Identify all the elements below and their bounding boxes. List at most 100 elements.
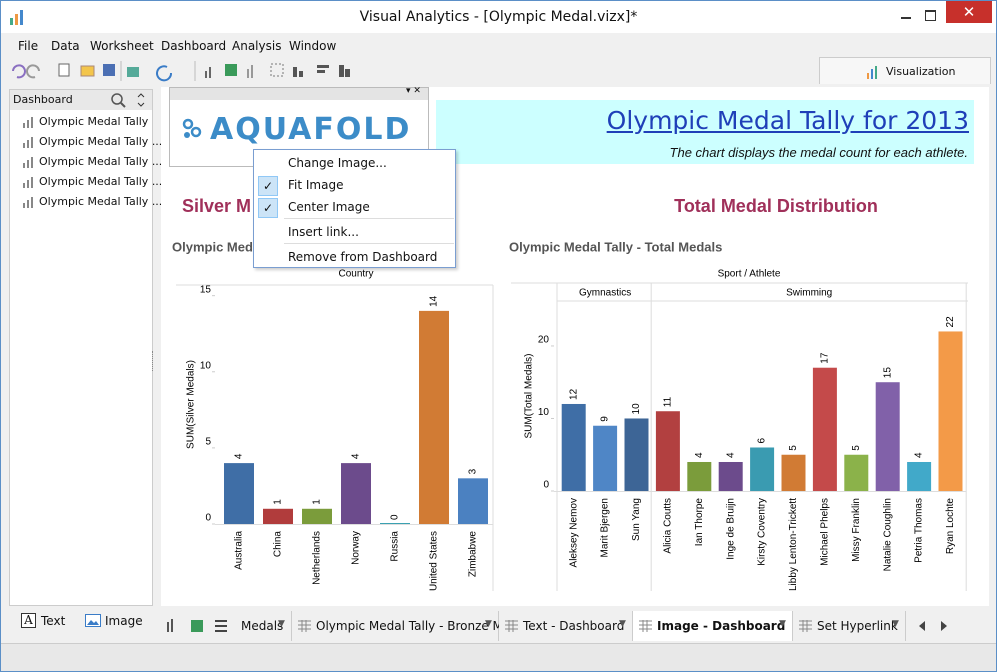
- maximize-button[interactable]: [918, 5, 944, 25]
- context-menu-item[interactable]: Insert link...: [288, 225, 359, 239]
- sidebar-item[interactable]: Olympic Medal Tally ...: [10, 152, 162, 172]
- category-label: Netherlands: [312, 531, 323, 585]
- menu-item[interactable]: Data: [51, 39, 80, 53]
- sheet-tab[interactable]: Image - Dashboard ▼: [633, 611, 793, 641]
- sheet-tab-label: Text - Dashboard: [523, 619, 625, 633]
- group-label: Gymnastics: [579, 288, 631, 299]
- value-label: 12: [568, 388, 579, 400]
- sidebar-item[interactable]: Olympic Medal Tally: [10, 112, 152, 132]
- menu-separator: [284, 218, 454, 219]
- context-menu-item[interactable]: Fit Image: [288, 178, 344, 192]
- tab-scroll[interactable]: [913, 619, 953, 633]
- value-label: 1: [312, 499, 323, 505]
- sheet-tab[interactable]: Text - Dashboard ▼: [499, 611, 633, 641]
- image-object-bar: ▾ ✕: [170, 86, 428, 100]
- category-label: Sun Yang: [631, 498, 642, 541]
- logo-mark: [182, 118, 202, 138]
- bar: [593, 425, 618, 491]
- sidebar-search-icon[interactable]: [110, 92, 150, 108]
- context-menu-item[interactable]: Change Image...: [288, 156, 387, 170]
- context-menu: Change Image... ✓ Fit Image ✓ Center Image In…: [253, 149, 456, 268]
- category-label: Natalie Coughlin: [882, 498, 893, 571]
- menu-item[interactable]: Window: [289, 39, 337, 53]
- bar: [875, 382, 900, 491]
- sheet-tab[interactable]: Medals ▼: [237, 611, 292, 641]
- value-label: 3: [468, 468, 479, 474]
- bar: [302, 508, 332, 524]
- image-tool-icon[interactable]: [85, 614, 101, 627]
- y-axis-label: SUM(Total Medals): [524, 353, 535, 438]
- menu-item[interactable]: Worksheet: [90, 39, 154, 53]
- image-tool[interactable]: Image: [105, 614, 143, 628]
- category-label: Petria Thomas: [914, 498, 925, 563]
- value-label: 0: [390, 514, 401, 520]
- value-label: 22: [945, 316, 956, 328]
- y-tick-label: 20: [538, 335, 550, 346]
- text-tool[interactable]: Text: [41, 614, 66, 628]
- window-title: Visual Analytics - [Olympic Medal.vizx]*: [359, 9, 638, 25]
- x-header: Sport / Athlete: [718, 269, 781, 280]
- y-tick-label: 10: [200, 360, 212, 371]
- category-label: Zimbabwe: [468, 531, 479, 578]
- value-label: 17: [820, 352, 831, 364]
- sidebar-item[interactable]: Olympic Medal Tally ...: [10, 192, 162, 212]
- minimize-button[interactable]: [886, 5, 926, 25]
- splitter[interactable]: [152, 351, 156, 371]
- sidebar-item[interactable]: Olympic Medal Tally ...: [10, 172, 162, 192]
- sidebar-item-label: Olympic Medal Tally ...: [39, 155, 163, 168]
- context-menu-item[interactable]: Center Image: [288, 200, 370, 214]
- bar: [687, 461, 712, 491]
- sidebar-item-label: Olympic Medal Tally ...: [39, 195, 163, 208]
- title-bar: Visual Analytics - [Olympic Medal.vizx]*…: [1, 1, 996, 33]
- sidebar-title: Dashboard: [13, 93, 73, 106]
- context-menu-item[interactable]: Remove from Dashboard: [288, 250, 438, 264]
- bar: [907, 461, 932, 491]
- sidebar-item[interactable]: Olympic Medal Tally ...: [10, 132, 162, 152]
- value-label: 1: [273, 499, 284, 505]
- category-label: Marit Bjergen: [600, 498, 611, 557]
- app-icon: [10, 10, 23, 25]
- charts: Silver M Olympic Medal Country SUM(Silver M…: [172, 196, 968, 591]
- header-subtitle: The chart displays the medal count for e…: [669, 145, 968, 160]
- value-label: 11: [663, 396, 674, 407]
- chart-title: Silver M: [182, 196, 251, 216]
- value-label: 4: [694, 452, 705, 458]
- menu-bar: File Data Worksheet Dashboard Analysis Window: [1, 36, 996, 56]
- chart-subtitle: Olympic Medal Tally - Total Medals: [509, 239, 722, 254]
- visualization-tab[interactable]: Visualization: [819, 57, 991, 84]
- close-button[interactable]: ✕: [946, 1, 992, 23]
- sidebar-item-label: Olympic Medal Tally ...: [39, 175, 163, 188]
- menu-item[interactable]: File: [18, 39, 39, 53]
- sidebar-item-label: Olympic Medal Tally ...: [39, 135, 163, 148]
- sheet-tab[interactable]: Set Hyperlink ▼: [793, 611, 906, 641]
- bar: [655, 411, 680, 491]
- y-tick-label: 15: [200, 284, 212, 295]
- x-header: Country: [338, 269, 373, 280]
- bar: [263, 508, 293, 524]
- tab-dropdown: ▼: [892, 619, 899, 629]
- category-label: Missy Franklin: [851, 498, 862, 562]
- category-label: Aleksey Nemov: [568, 498, 579, 567]
- text-tool-icon[interactable]: A: [21, 613, 36, 628]
- menu-item[interactable]: Analysis: [232, 39, 282, 53]
- bar: [341, 463, 371, 524]
- category-label: Australia: [234, 531, 245, 570]
- category-label: Libby Lenton-Trickett: [788, 498, 799, 591]
- header-title[interactable]: Olympic Medal Tally for 2013: [606, 106, 969, 135]
- value-label: 15: [882, 367, 893, 379]
- bar: [844, 454, 869, 491]
- category-label: China: [273, 531, 284, 558]
- group-label: Swimming: [786, 288, 832, 299]
- sheet-tab[interactable]: Olympic Medal Tally - Bronze Medals ▼: [292, 611, 535, 641]
- tab-bar-icons[interactable]: [163, 617, 237, 635]
- tab-dropdown: ▼: [779, 619, 786, 629]
- bar: [781, 454, 806, 491]
- y-tick-label: 0: [205, 513, 211, 524]
- category-label: Ryan Lochte: [945, 498, 956, 555]
- bar: [624, 418, 649, 491]
- header-banner: Olympic Medal Tally for 2013 The chart d…: [436, 100, 974, 164]
- menu-separator: [284, 243, 454, 244]
- menu-item[interactable]: Dashboard: [161, 39, 227, 53]
- category-label: Kirsty Coventry: [757, 498, 768, 566]
- value-label: 5: [851, 445, 862, 451]
